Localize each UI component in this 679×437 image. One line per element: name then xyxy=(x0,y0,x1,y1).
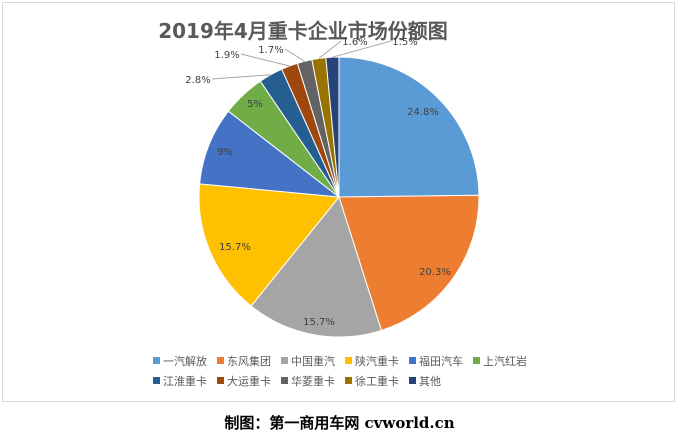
legend-label-0: 一汽解放 xyxy=(163,354,207,368)
pie-slice-2 xyxy=(250,195,383,338)
legend-swatch-1 xyxy=(217,357,224,364)
leader-line-10 xyxy=(332,40,392,58)
pie-slice-1 xyxy=(338,194,480,332)
slice-label-4: 9% xyxy=(217,147,233,158)
slice-label-6: 2.8% xyxy=(185,75,210,86)
leader-line-8 xyxy=(284,48,305,62)
chart-title: 2019年4月重卡企业市场份额图 xyxy=(158,19,448,43)
legend-swatch-0 xyxy=(153,357,160,364)
credit-text: 制图：第一商用车网 cvworld.cn xyxy=(224,414,455,432)
legend-label-10: 其他 xyxy=(419,375,441,388)
slice-label-8: 1.7% xyxy=(258,45,283,56)
legend-swatch-3 xyxy=(345,357,352,364)
legend-label-6: 江淮重卡 xyxy=(163,374,207,388)
legend-swatch-8 xyxy=(281,377,288,384)
legend-label-7: 大运重卡 xyxy=(227,374,271,388)
legend-label-1: 东风集团 xyxy=(227,354,271,368)
legend-swatch-4 xyxy=(409,357,416,364)
pie-slice-4 xyxy=(199,110,341,198)
legend-swatch-6 xyxy=(153,377,160,384)
slice-label-3: 15.7% xyxy=(219,242,251,253)
slice-label-10: 1.5% xyxy=(392,37,417,48)
slice-label-9: 1.6% xyxy=(342,37,367,48)
legend-swatch-2 xyxy=(281,357,288,364)
slice-label-7: 1.9% xyxy=(214,50,239,61)
legend-label-5: 上汽红岩 xyxy=(483,354,527,368)
legend-swatch-5 xyxy=(473,357,480,364)
leader-line-6 xyxy=(211,74,271,80)
pie-chart: 24.8% 20.3% 15.7% 15.7% 9% 5% 2.8% 1.9% 1.7% 1.6%… xyxy=(153,37,527,388)
chart-frame: 2019年4月重卡企业市场份额图 24.8% 20.3% 15.7% 15.7% 9% 5… xyxy=(2,2,675,402)
slice-label-1: 20.3% xyxy=(419,267,451,278)
legend-label-4: 福田汽车 xyxy=(419,354,463,368)
slice-label-0: 24.8% xyxy=(407,107,439,118)
pie-slice-3 xyxy=(198,183,340,307)
legend-label-8: 华菱重卡 xyxy=(291,374,335,388)
slice-label-5: 5% xyxy=(247,99,263,110)
legend-swatch-7 xyxy=(217,377,224,384)
legend-label-3: 陕汽重卡 xyxy=(355,354,399,368)
legend-label-9: 徐工重卡 xyxy=(355,374,399,388)
legend-label-2: 中国重汽 xyxy=(291,354,335,368)
legend-swatch-9 xyxy=(345,377,352,384)
pie-slice-0 xyxy=(338,56,480,198)
leader-line-9 xyxy=(318,40,342,59)
slice-label-2: 15.7% xyxy=(303,317,335,328)
leader-line-7 xyxy=(240,53,290,67)
legend-swatch-10 xyxy=(409,377,416,384)
